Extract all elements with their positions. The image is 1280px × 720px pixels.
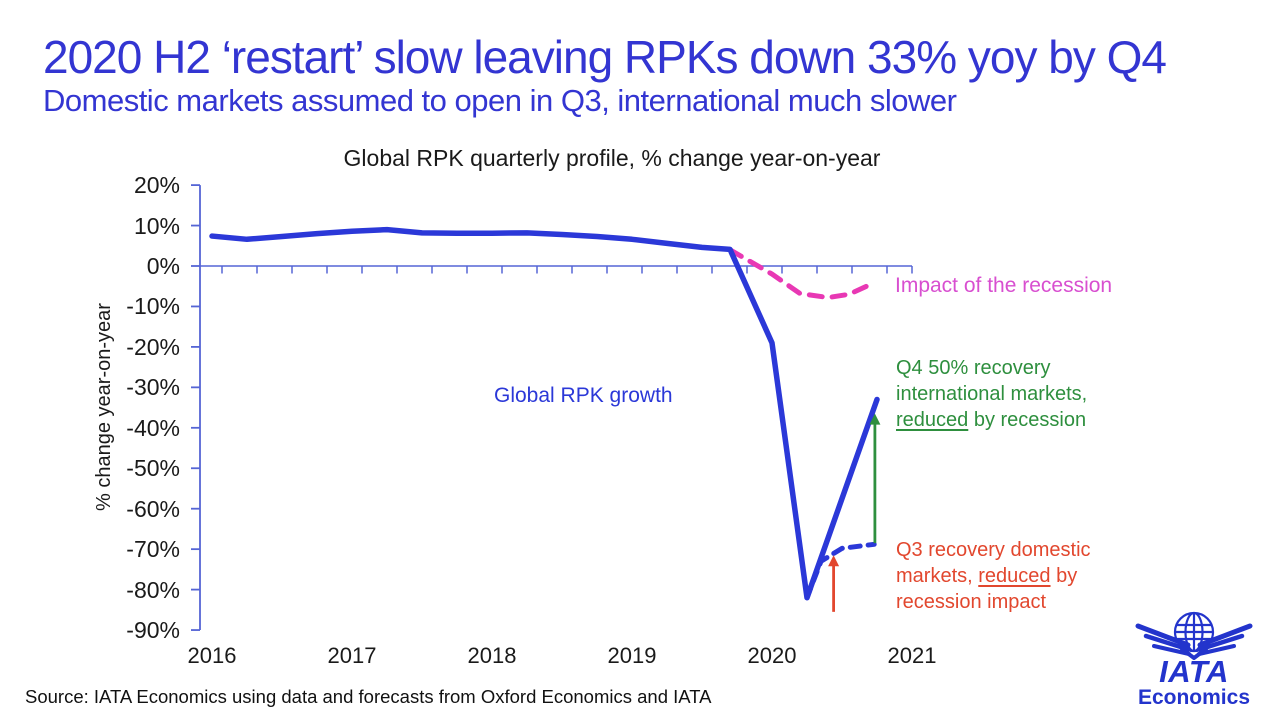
x-tick-label: 2021	[887, 643, 937, 668]
y-tick-label: 20%	[133, 172, 180, 199]
series-label-impact-of-recession: Impact of the recession	[895, 274, 1113, 297]
x-tick-label: 2018	[467, 643, 517, 668]
y-tick-label: 0%	[146, 253, 180, 279]
y-tick-label: -40%	[126, 414, 180, 441]
y-tick-label: -90%	[126, 617, 180, 644]
economics-wordmark: Economics	[1138, 686, 1250, 708]
y-tick-label: -60%	[126, 495, 180, 522]
x-tick-label: 2020	[747, 643, 797, 668]
slide-subtitle: Domestic markets assumed to open in Q3, …	[43, 83, 957, 118]
iata-logo-graphic: IATA Economics	[1135, 611, 1253, 709]
annotation-underlined-word: reduced	[896, 409, 969, 431]
y-tick-label: -20%	[126, 333, 180, 360]
annotation-underlined-word: reduced	[978, 565, 1051, 587]
globe-icon	[1173, 611, 1215, 653]
series-label-global-rpk-growth: Global RPK growth	[494, 384, 673, 407]
slide-title: 2020 H2 ‘restart’ slow leaving RPKs down…	[43, 31, 1167, 83]
chart-title: Global RPK quarterly profile, % change y…	[343, 145, 881, 171]
x-tick-label: 2017	[327, 643, 377, 668]
iata-economics-logo: IATA Economics	[1124, 596, 1264, 709]
y-tick-label: -80%	[126, 576, 180, 603]
y-tick-label: -30%	[126, 374, 180, 401]
y-axis-title: % change year-on-year	[93, 303, 115, 511]
annotation-text: Q4 50% recovery international markets,	[896, 357, 1088, 405]
x-tick-label: 2019	[607, 643, 657, 668]
source-note: Source: IATA Economics using data and fo…	[25, 686, 712, 707]
annotation-q3-recovery: Q3 recovery domestic markets, reduced by…	[896, 537, 1144, 615]
y-tick-label: 10%	[133, 212, 180, 239]
annotation-text: by recession impact	[896, 565, 1078, 613]
y-tick-label: -50%	[126, 455, 180, 482]
wings-icon	[1135, 623, 1253, 660]
annotation-text: by recession	[968, 409, 1087, 431]
y-tick-label: -10%	[126, 293, 180, 320]
annotation-text: Q3 recovery domestic markets,	[896, 539, 1091, 587]
x-tick-label: 2016	[187, 643, 237, 668]
iata-wordmark: IATA	[1159, 654, 1229, 689]
annotation-q4-recovery: Q4 50% recovery international markets, r…	[896, 355, 1124, 433]
y-tick-label: -70%	[126, 536, 180, 563]
